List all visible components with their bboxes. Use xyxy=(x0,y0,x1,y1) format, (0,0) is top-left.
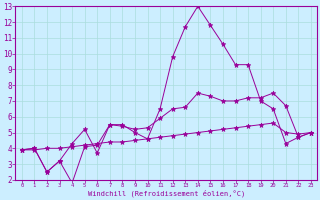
X-axis label: Windchill (Refroidissement éolien,°C): Windchill (Refroidissement éolien,°C) xyxy=(88,190,245,197)
